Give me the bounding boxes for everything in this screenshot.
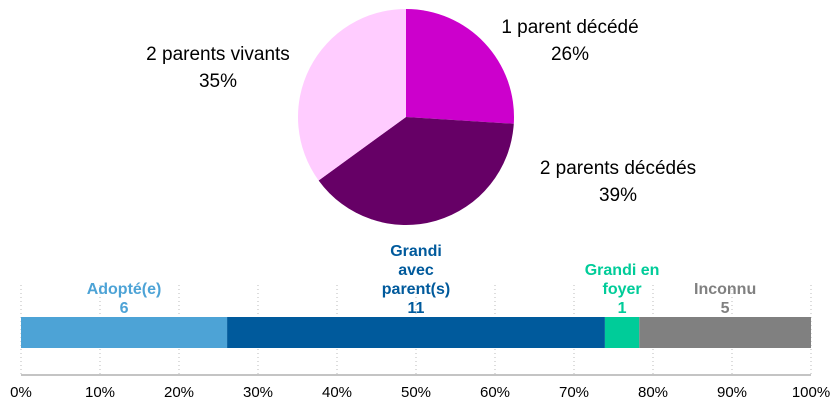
x-tick-label: 20% <box>163 384 195 401</box>
data-label: 6 <box>119 300 129 317</box>
slice-percent: 39% <box>598 185 638 206</box>
pie-slice <box>298 9 406 181</box>
pie-slice <box>318 117 514 225</box>
data-label: 1 <box>617 300 627 317</box>
legend-entry: Inconnu <box>694 281 757 298</box>
legend-entry: Grandi avec parent(s) <box>381 243 451 298</box>
x-tick-label: 90% <box>716 384 748 401</box>
slice-percent: 35% <box>198 71 238 92</box>
x-tick-label: 0% <box>10 384 32 401</box>
slice-name: 1 parent décédé <box>501 17 639 38</box>
x-tick-label: 100% <box>791 384 831 401</box>
bar-segment <box>227 317 605 348</box>
bar-segment <box>639 317 811 348</box>
slice-name: 2 parents décédés <box>539 158 697 179</box>
legend-entry: Adopté(e) <box>86 281 162 298</box>
bar-segment <box>604 317 640 348</box>
pie-slice <box>406 9 514 124</box>
x-tick-label: 50% <box>400 384 432 401</box>
data-label: 11 <box>407 300 425 317</box>
x-tick-label: 10% <box>84 384 116 401</box>
x-tick-label: 80% <box>637 384 669 401</box>
segment-label: Inconnu 5 <box>680 280 770 318</box>
segment-label: Adopté(e) 6 <box>79 280 169 318</box>
x-tick-label: 30% <box>242 384 274 401</box>
x-tick-label: 40% <box>321 384 353 401</box>
segment-label: Grandi en foyer 1 <box>577 261 667 318</box>
bar-segment <box>21 317 228 348</box>
slice-label: 2 parents décédés 39% <box>540 155 696 209</box>
x-tick-label: 60% <box>479 384 511 401</box>
slice-name: 2 parents vivants <box>146 44 290 65</box>
slice-label: 2 parents vivants 35% <box>146 41 290 95</box>
x-tick-label: 70% <box>558 384 590 401</box>
legend-entry: Grandi en foyer <box>584 262 660 298</box>
slice-percent: 26% <box>550 44 590 65</box>
data-label: 5 <box>720 300 730 317</box>
segment-label: Grandi avec parent(s) 11 <box>371 242 461 318</box>
slice-label: 1 parent décédé 26% <box>501 14 638 68</box>
